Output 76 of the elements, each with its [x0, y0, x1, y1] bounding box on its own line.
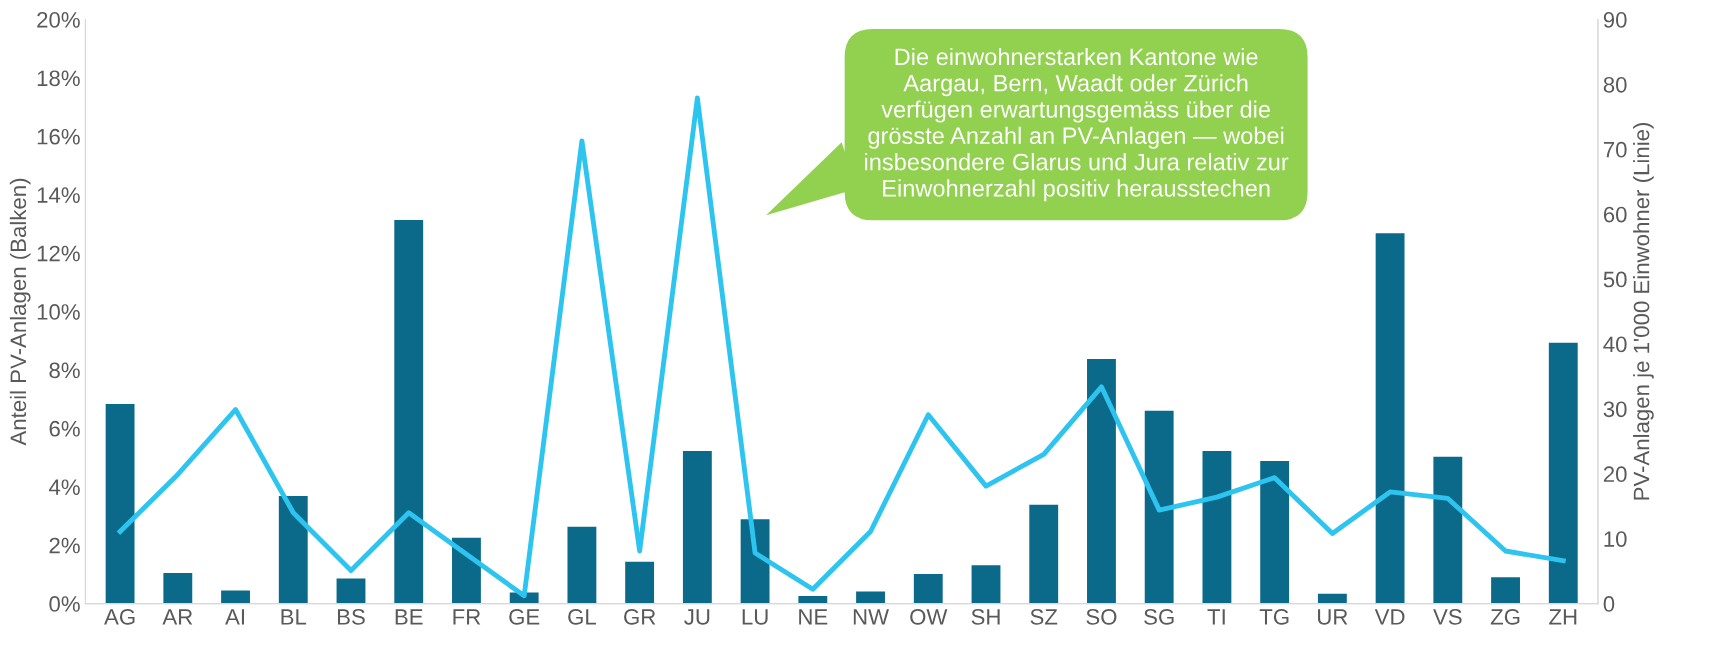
bar	[1144, 410, 1174, 604]
y2-tick-label: 20	[1603, 466, 1627, 483]
bar	[625, 561, 655, 604]
bar	[105, 404, 135, 604]
x-tick-label: ZH	[1549, 609, 1577, 625]
x-tick-label: GE	[509, 609, 540, 625]
y-tick-label: 6%	[49, 420, 80, 437]
bar	[1375, 233, 1405, 604]
bar	[682, 451, 712, 604]
x-tick-label: SO	[1086, 609, 1117, 625]
y2-tick-label: 30	[1603, 401, 1627, 418]
y-tick-label: 20%	[37, 12, 80, 28]
x-tick-label: LU	[742, 609, 768, 625]
y-tick-label: 4%	[48, 479, 80, 495]
y2-tick-label: 0	[1603, 596, 1615, 612]
bar	[336, 578, 366, 604]
bar	[278, 496, 308, 604]
x-tick-label: VD	[1374, 609, 1405, 625]
y-axis-title: Anteil PV-Anlagen (Balken)	[9, 178, 31, 446]
y2-tick-label: 40	[1603, 336, 1627, 353]
x-tick-label: VS	[1433, 609, 1462, 625]
x-tick-label: AI	[225, 609, 244, 625]
bar	[1491, 577, 1520, 604]
x-tick-label: BS	[338, 609, 365, 625]
bar	[163, 572, 193, 604]
x-tick-label: GL	[568, 609, 596, 625]
y-tick-label: 18%	[37, 70, 80, 87]
bar	[913, 574, 943, 604]
line-series	[117, 95, 1566, 599]
y2-tick-label: 10	[1604, 531, 1627, 547]
x-tick-label: TG	[1259, 609, 1289, 625]
bar	[1548, 342, 1578, 604]
x-tick-label: OW	[910, 609, 948, 625]
y2-tick-label: 80	[1603, 76, 1627, 93]
bar	[798, 595, 828, 604]
y-tick-label: 14%	[37, 187, 80, 203]
x-tick-label: GR	[624, 609, 656, 625]
x-tick-label: BL	[281, 609, 307, 625]
y2-axis-title: PV-Anlagen je 1'000 Einwohner (Linie)	[1633, 122, 1654, 500]
x-tick-label: ZG	[1490, 609, 1520, 625]
y-tick-label: 10%	[37, 304, 80, 320]
x-tick-label: TI	[1207, 609, 1225, 625]
x-tick-label: FR	[453, 609, 481, 625]
bar	[1260, 461, 1290, 604]
y-tick-label: 0%	[49, 596, 80, 612]
bar	[740, 519, 770, 604]
bar	[971, 565, 1001, 604]
y-tick-label: 8%	[49, 362, 80, 379]
bar	[1433, 456, 1463, 604]
y2-tick-label: 70	[1603, 141, 1627, 158]
x-tick-label: NW	[853, 609, 889, 625]
x-tick-label: AG	[104, 609, 135, 625]
y-tick-label: 12%	[37, 245, 80, 262]
x-tick-label: NE	[799, 609, 828, 625]
y-tick-label: 16%	[37, 128, 80, 145]
y-tick-label: 2%	[49, 537, 80, 554]
bar	[567, 526, 597, 604]
bar	[452, 537, 481, 604]
annotation: Die einwohnerstarken Kantone wie Aargau, Bern, Waadt oder Zürich verfügen erwartungsgemäss über die grösste Anzahl an PV-Anlagen — wobei insbesondere Glarus und Jura relativ zur Einwohnerzahl positiv herausstechen	[865, 47, 1289, 202]
x-tick-label: JU	[684, 609, 710, 625]
bar	[1087, 359, 1116, 604]
bar	[1317, 593, 1347, 604]
x-tick-label: BE	[395, 609, 423, 625]
bar	[856, 591, 885, 604]
y2-tick-label: 60	[1603, 206, 1627, 223]
x-tick-label: AR	[162, 609, 193, 625]
x-tick-label: SG	[1144, 609, 1174, 625]
y2-tick-label: 50	[1603, 271, 1627, 288]
x-tick-label: SZ	[1030, 609, 1058, 625]
y2-tick-label: 90	[1603, 12, 1627, 28]
x-tick-label: SH	[971, 609, 1000, 625]
bar	[394, 220, 424, 604]
x-tick-label: UR	[1318, 609, 1348, 625]
bar	[1202, 451, 1232, 604]
bar	[1029, 504, 1059, 604]
bar	[221, 590, 250, 604]
